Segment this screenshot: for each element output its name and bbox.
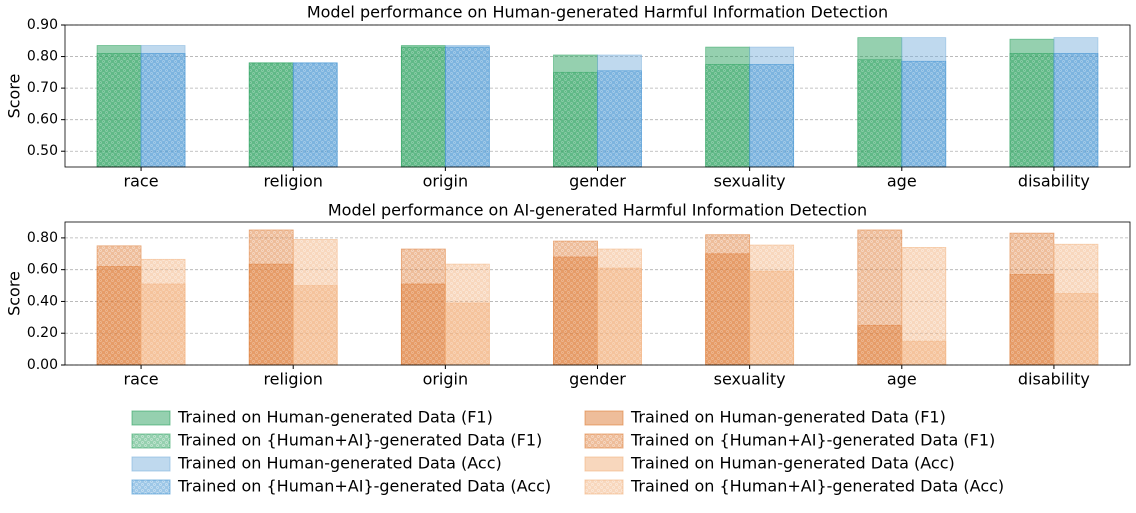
x-tick-label: age	[887, 172, 917, 191]
bar	[597, 70, 642, 168]
legend-label: Trained on {Human+AI}-generated Data (F1…	[177, 431, 542, 450]
bar	[1009, 53, 1055, 168]
x-tick-label: origin	[423, 370, 469, 389]
y-tick-label: 0.00	[27, 357, 58, 373]
x-tick-label: origin	[423, 172, 469, 191]
bar	[553, 240, 598, 366]
legend-swatch	[131, 433, 171, 449]
bar	[248, 62, 294, 168]
y-tick-label: 0.90	[27, 17, 58, 33]
bar	[292, 62, 338, 168]
bar	[749, 64, 795, 168]
bar	[705, 64, 751, 168]
legend-swatch	[584, 456, 624, 472]
bar	[96, 53, 142, 168]
bar	[248, 229, 294, 366]
legend-swatch	[584, 433, 624, 449]
legend-swatch	[584, 479, 624, 495]
bar	[857, 59, 903, 168]
x-tick-label: religion	[263, 370, 323, 389]
bar	[444, 46, 490, 168]
x-tick-label: disability	[1018, 172, 1090, 191]
x-tick-label: race	[124, 172, 159, 191]
bar	[1009, 232, 1055, 366]
plot-frame	[64, 24, 1131, 168]
bar	[749, 244, 795, 366]
y-tick-label: 0.70	[27, 80, 58, 96]
x-tick-label: age	[887, 370, 917, 389]
y-tick-label: 0.50	[27, 143, 58, 159]
y-tick-label: 0.80	[27, 49, 58, 65]
bar	[901, 60, 947, 168]
bar	[705, 234, 751, 366]
y-tick-label: 0.40	[27, 293, 58, 309]
x-tick-label: gender	[569, 370, 626, 389]
y-tick-label: 0.20	[27, 325, 58, 341]
legend-swatch	[131, 479, 171, 495]
bar	[597, 248, 642, 366]
legend-swatch	[584, 410, 624, 426]
bar	[140, 258, 186, 366]
legend-label: Trained on {Human+AI}-generated Data (Ac…	[630, 477, 1004, 496]
x-tick-label: race	[124, 370, 159, 389]
legend-label: Trained on Human-generated Data (F1)	[177, 408, 493, 427]
x-tick-label: disability	[1018, 370, 1090, 389]
bar	[857, 229, 903, 366]
bar	[1053, 243, 1099, 366]
bar	[553, 71, 598, 168]
legend-label: Trained on Human-generated Data (Acc)	[630, 454, 955, 473]
x-tick-label: sexuality	[714, 172, 786, 191]
y-axis-label: Score	[5, 271, 24, 316]
bar	[1053, 53, 1099, 168]
legend-swatch	[131, 410, 171, 426]
y-tick-label: 0.80	[27, 230, 58, 246]
chart-title: Model performance on AI-generated Harmfu…	[328, 201, 867, 220]
x-tick-label: religion	[263, 172, 323, 191]
legend-label: Trained on {Human+AI}-generated Data (F1…	[630, 431, 995, 450]
bar	[400, 46, 446, 168]
x-tick-label: gender	[569, 172, 626, 191]
bar	[901, 247, 947, 366]
bar	[444, 263, 490, 366]
legend-label: Trained on Human-generated Data (Acc)	[177, 454, 502, 473]
x-tick-label: sexuality	[714, 370, 786, 389]
legend-label: Trained on Human-generated Data (F1)	[630, 408, 946, 427]
plot-frame	[64, 221, 1131, 366]
chart-title: Model performance on Human-generated Har…	[307, 3, 888, 22]
legend-label: Trained on {Human+AI}-generated Data (Ac…	[177, 477, 551, 496]
y-tick-label: 0.60	[27, 112, 58, 128]
legend-swatch	[131, 456, 171, 472]
y-tick-label: 0.60	[27, 262, 58, 278]
bar	[96, 245, 142, 366]
bar	[140, 53, 186, 168]
y-axis-label: Score	[5, 74, 24, 119]
bar	[292, 239, 338, 366]
bar	[400, 248, 446, 366]
